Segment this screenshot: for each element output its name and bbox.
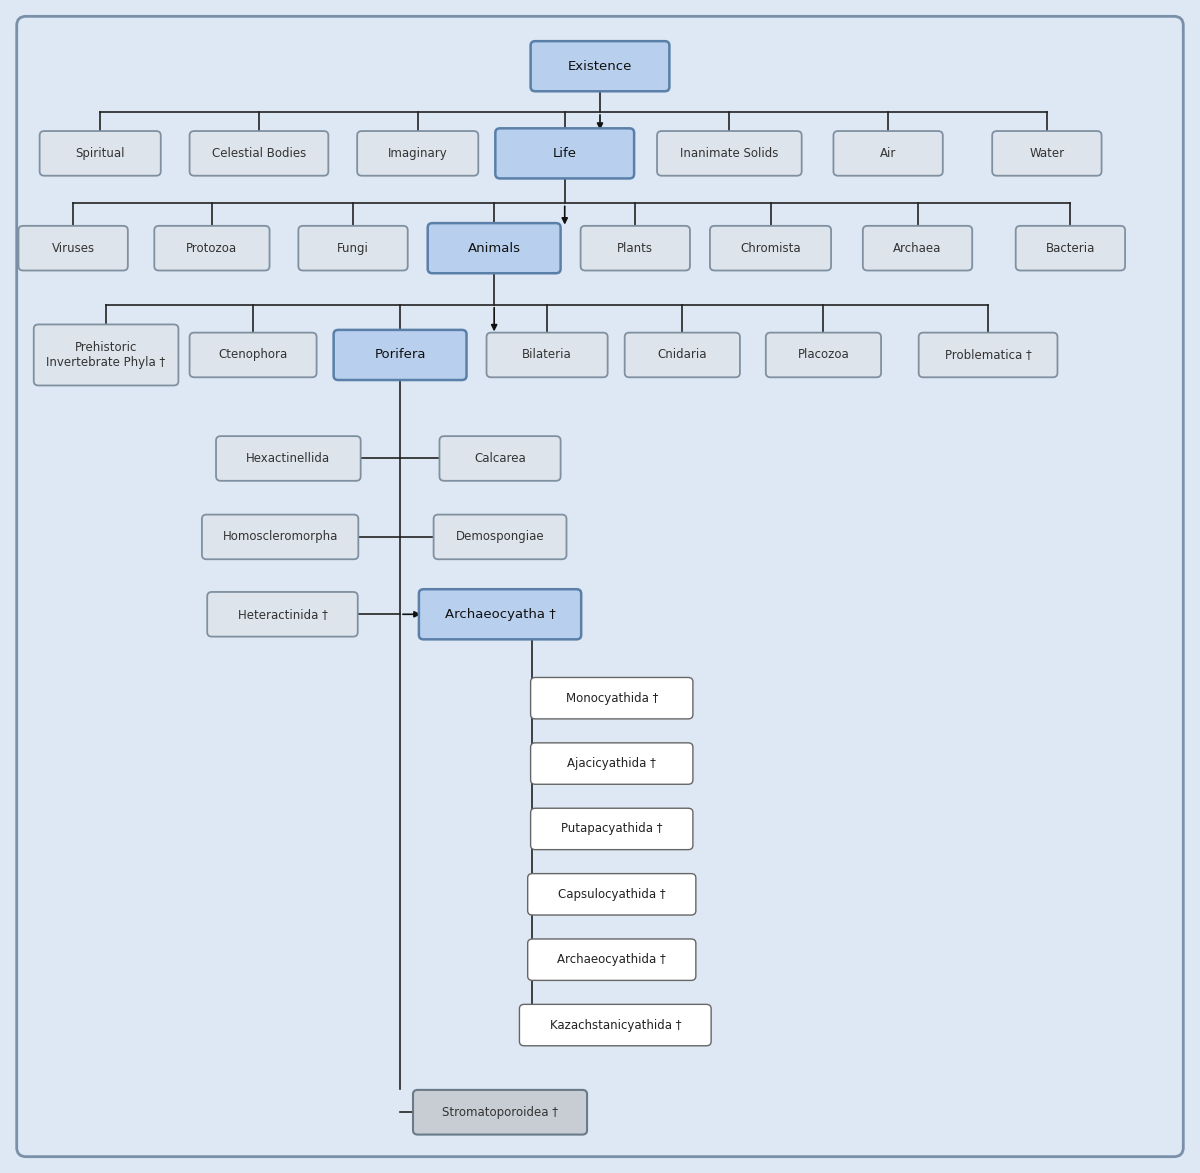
Text: Kazachstanicyathida †: Kazachstanicyathida † [550,1018,682,1031]
Text: Air: Air [880,147,896,160]
Text: Ctenophora: Ctenophora [218,348,288,361]
Text: Bacteria: Bacteria [1045,242,1096,255]
FancyBboxPatch shape [520,1004,712,1046]
FancyBboxPatch shape [190,131,329,176]
Text: Hexactinellida: Hexactinellida [246,452,330,465]
Text: Celestial Bodies: Celestial Bodies [212,147,306,160]
FancyBboxPatch shape [34,325,179,386]
FancyBboxPatch shape [710,226,832,271]
Text: Animals: Animals [468,242,521,255]
FancyBboxPatch shape [433,515,566,560]
FancyBboxPatch shape [1015,226,1126,271]
FancyBboxPatch shape [530,743,692,785]
Text: Putapacyathida †: Putapacyathida † [562,822,662,835]
FancyBboxPatch shape [919,333,1057,378]
Text: Heteractinida †: Heteractinida † [238,608,328,621]
Text: Placozoa: Placozoa [798,348,850,361]
FancyBboxPatch shape [658,131,802,176]
Text: Protozoa: Protozoa [186,242,238,255]
Text: Archaea: Archaea [893,242,942,255]
Text: Plants: Plants [617,242,653,255]
Text: Inanimate Solids: Inanimate Solids [680,147,779,160]
FancyBboxPatch shape [299,226,408,271]
Text: Fungi: Fungi [337,242,368,255]
Text: Demospongiae: Demospongiae [456,530,545,543]
Text: Life: Life [553,147,577,160]
Text: Water: Water [1030,147,1064,160]
Text: Cnidaria: Cnidaria [658,348,707,361]
FancyBboxPatch shape [581,226,690,271]
FancyBboxPatch shape [334,330,467,380]
FancyBboxPatch shape [766,333,881,378]
Text: Homoscleromorpha: Homoscleromorpha [222,530,338,543]
Text: Stromatoporoidea †: Stromatoporoidea † [442,1106,558,1119]
Text: Imaginary: Imaginary [388,147,448,160]
FancyBboxPatch shape [419,589,581,639]
Text: Monocyathida †: Monocyathida † [565,692,658,705]
FancyBboxPatch shape [530,41,670,91]
FancyBboxPatch shape [190,333,317,378]
FancyBboxPatch shape [40,131,161,176]
FancyBboxPatch shape [528,940,696,981]
FancyBboxPatch shape [413,1090,587,1134]
Text: Porifera: Porifera [374,348,426,361]
FancyBboxPatch shape [863,226,972,271]
Text: Prehistoric
Invertebrate Phyla †: Prehistoric Invertebrate Phyla † [47,341,166,369]
Text: Capsulocyathida †: Capsulocyathida † [558,888,666,901]
FancyBboxPatch shape [155,226,270,271]
FancyBboxPatch shape [530,808,692,849]
FancyBboxPatch shape [18,226,128,271]
FancyBboxPatch shape [496,128,634,178]
FancyBboxPatch shape [486,333,607,378]
Text: Viruses: Viruses [52,242,95,255]
Text: Bilateria: Bilateria [522,348,572,361]
FancyBboxPatch shape [530,678,692,719]
Text: Problematica †: Problematica † [944,348,1032,361]
FancyBboxPatch shape [834,131,943,176]
Text: Archaeocyatha †: Archaeocyatha † [445,608,556,621]
FancyBboxPatch shape [992,131,1102,176]
Text: Ajacicyathida †: Ajacicyathida † [568,757,656,769]
FancyBboxPatch shape [358,131,479,176]
FancyBboxPatch shape [439,436,560,481]
FancyBboxPatch shape [528,874,696,915]
FancyBboxPatch shape [208,592,358,637]
FancyBboxPatch shape [625,333,740,378]
FancyBboxPatch shape [427,223,560,273]
Text: Existence: Existence [568,60,632,73]
Text: Chromista: Chromista [740,242,800,255]
Text: Calcarea: Calcarea [474,452,526,465]
FancyBboxPatch shape [216,436,361,481]
FancyBboxPatch shape [202,515,359,560]
Text: Archaeocyathida †: Archaeocyathida † [557,954,666,967]
Text: Spiritual: Spiritual [76,147,125,160]
